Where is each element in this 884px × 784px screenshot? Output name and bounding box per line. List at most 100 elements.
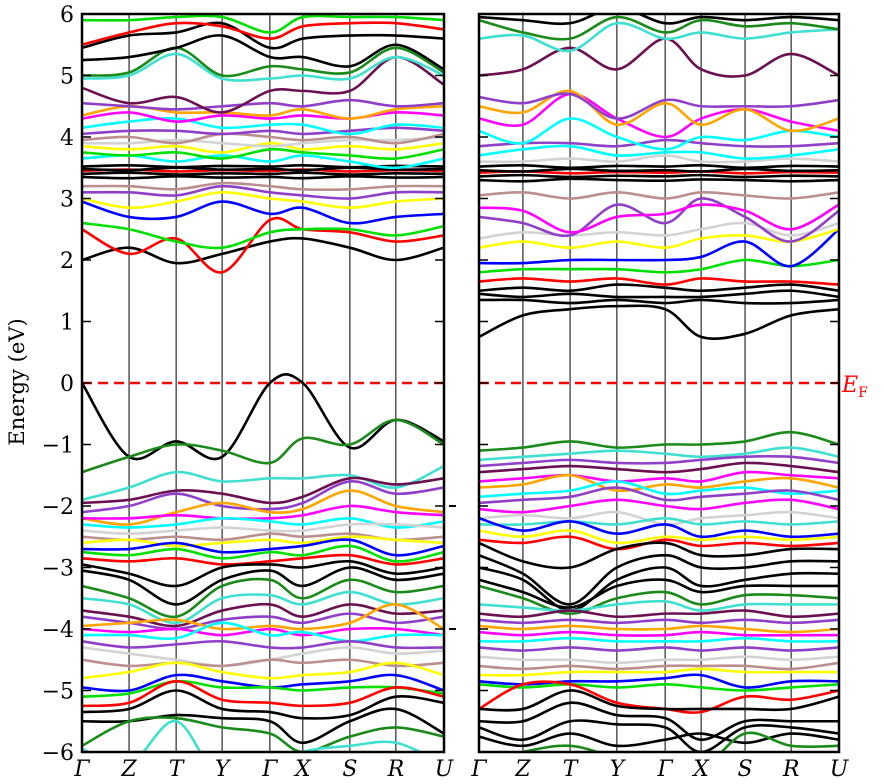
band-line [479,173,839,179]
band-line [479,673,839,689]
band-line [479,599,839,612]
y-tick-label: −6 [42,741,74,766]
band-line [479,618,839,625]
band-line [479,177,839,183]
band-line [479,486,839,505]
band-line [82,166,444,172]
kpoint-label: U [830,757,850,780]
band-line [479,535,839,551]
band-line [479,167,839,173]
band-line [479,683,839,692]
band-line [82,522,444,535]
band-line [479,14,839,26]
bands-right [479,14,839,752]
band-line [479,498,839,514]
band-line [82,661,444,680]
band-line [479,701,839,742]
band-line [82,626,444,637]
band-line [82,480,444,514]
y-tick-label: 3 [60,188,74,213]
y-tick-label: −3 [42,557,74,582]
y-tick-label: 5 [60,65,74,90]
band-line [479,461,839,474]
band-line [479,609,839,619]
kpoint-label: T [563,757,580,780]
y-tick-label: 0 [60,372,74,397]
band-line [82,577,444,619]
band-line [82,553,444,566]
band-line [82,184,444,200]
band-line [479,277,839,286]
band-line [479,283,839,293]
kpoint-label: S [738,757,753,780]
band-line [479,138,839,148]
band-line [479,298,839,305]
band-line [82,14,444,34]
band-line [82,21,444,50]
y-tick-label: 6 [60,3,74,28]
band-line [82,175,444,180]
band-line [82,535,444,548]
band-line [479,541,839,570]
band-line [82,221,444,250]
band-line [479,154,839,164]
band-line [82,707,444,745]
band-line [82,181,444,191]
band-line [82,98,444,111]
fermi-label-sub: F [858,385,868,401]
band-line [82,200,444,225]
y-tick-label: −2 [42,495,74,520]
kpoint-label: U [435,757,455,780]
y-tick-label: −5 [42,680,74,705]
band-line [82,476,444,505]
kpoint-label: Γ [470,757,487,780]
band-line [516,731,839,752]
band-line [479,221,839,240]
band-line [479,21,839,53]
kpoint-label: Γ [261,757,278,780]
band-line [82,111,444,123]
band-line [82,559,444,588]
band-line [82,52,444,82]
band-line [82,46,444,78]
kpoint-label: X [691,757,710,780]
kpoint-label: X [293,757,312,780]
band-line [479,473,839,493]
band-line [479,655,839,665]
band-line [82,544,444,563]
kpoint-label: Y [610,757,627,780]
kpoint-label: R [782,757,800,780]
band-line [479,719,839,752]
kpoint-label: Γ [73,757,90,780]
y-tick-label: −1 [42,434,74,459]
band-line [479,430,839,452]
band-line [82,689,444,720]
band-line [479,661,839,671]
band-line [479,584,839,615]
band-line [479,553,839,606]
band-line [82,132,444,145]
band-line [82,34,444,71]
band-line [82,679,444,708]
band-line [82,489,444,526]
band-line [82,216,444,274]
y-tick-label: −4 [42,618,74,643]
band-line [82,117,444,136]
band-line [479,446,839,462]
band-line [82,639,444,650]
band-line [479,578,839,609]
kpoint-label: R [387,757,405,780]
band-line [82,566,444,606]
band-line [82,612,444,631]
y-tick-label: 2 [60,249,74,274]
band-line [82,679,444,698]
band-line [479,89,839,133]
band-line [82,516,444,529]
band-line [82,191,444,210]
y-tick-label: 1 [60,311,74,336]
band-line [479,454,839,468]
band-line [82,602,444,628]
band-line [82,418,444,474]
band-line [479,203,839,234]
band-line [82,126,444,136]
